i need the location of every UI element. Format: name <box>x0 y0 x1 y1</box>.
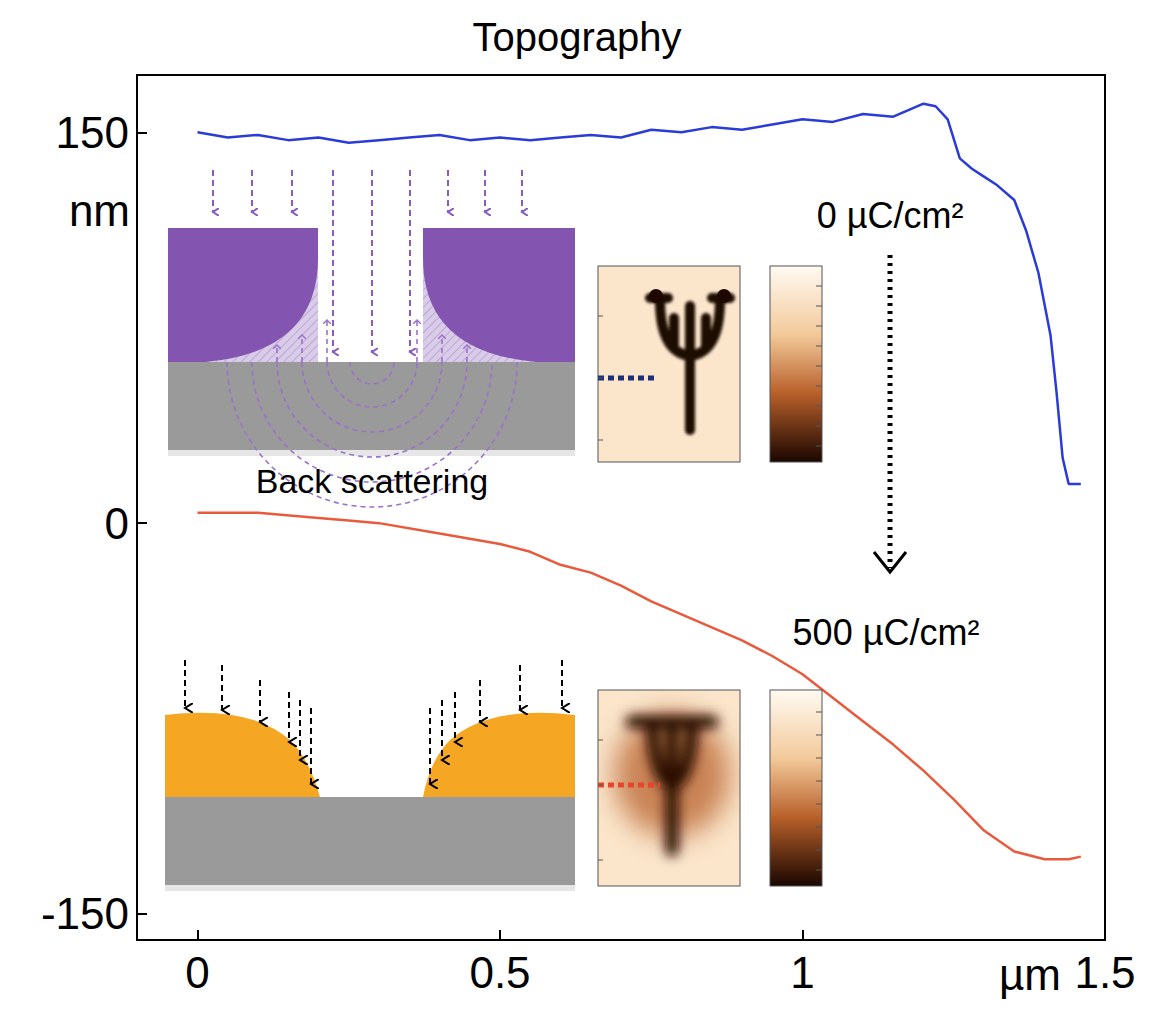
svg-text:0 µC/cm²: 0 µC/cm² <box>817 195 964 236</box>
svg-text:-150: -150 <box>41 889 129 938</box>
svg-text:0: 0 <box>105 499 129 548</box>
svg-text:µm: µm <box>999 950 1061 999</box>
svg-text:500 µC/cm²: 500 µC/cm² <box>793 612 980 653</box>
svg-text:1: 1 <box>790 948 814 997</box>
svg-text:150: 150 <box>56 108 129 157</box>
svg-text:1.5: 1.5 <box>1074 948 1135 997</box>
svg-text:Back scattering: Back scattering <box>256 462 488 500</box>
svg-text:0.5: 0.5 <box>469 948 530 997</box>
svg-text:0: 0 <box>185 948 209 997</box>
svg-text:Topography: Topography <box>472 15 681 59</box>
svg-text:nm: nm <box>69 186 130 235</box>
